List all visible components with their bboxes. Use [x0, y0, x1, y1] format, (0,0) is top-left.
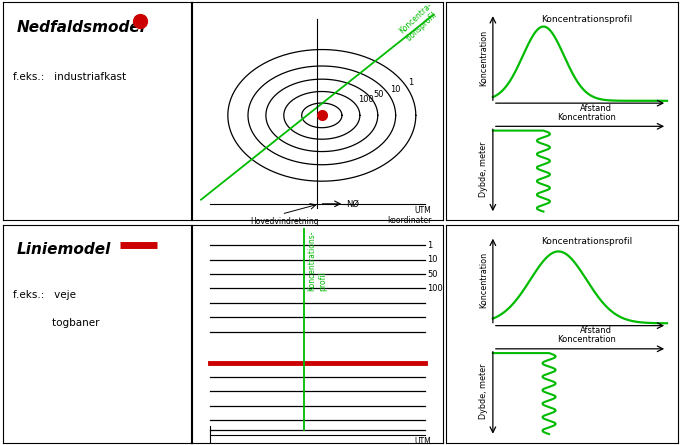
Text: Koncentration: Koncentration: [557, 335, 616, 344]
Text: 10: 10: [390, 85, 400, 94]
Text: Afstand: Afstand: [580, 104, 612, 113]
Text: UTM
koordinater: UTM koordinater: [387, 437, 432, 445]
Text: Koncentration: Koncentration: [479, 30, 488, 86]
Text: Koncentration: Koncentration: [557, 113, 616, 121]
Text: Hovedvindretning: Hovedvindretning: [250, 217, 319, 226]
Text: Koncentration: Koncentration: [479, 252, 488, 308]
Text: 100: 100: [427, 284, 443, 293]
Text: 50: 50: [374, 90, 384, 99]
Text: 50: 50: [427, 270, 437, 279]
Text: Koncentrationsprofil: Koncentrationsprofil: [541, 237, 632, 247]
Text: 10: 10: [427, 255, 437, 264]
Text: NØ: NØ: [347, 199, 360, 208]
Text: f.eks.:   industriafkast: f.eks.: industriafkast: [13, 72, 126, 82]
Text: f.eks.:   veje: f.eks.: veje: [13, 290, 76, 300]
Text: Koncentrationsprofil: Koncentrationsprofil: [541, 15, 632, 24]
Text: Nedfaldsmodel: Nedfaldsmodel: [16, 20, 146, 35]
Text: 100: 100: [358, 96, 373, 105]
Text: Koncentrations-
profil: Koncentrations- profil: [308, 231, 327, 291]
Text: Liniemodel: Liniemodel: [16, 242, 111, 257]
Text: Dybde, meter: Dybde, meter: [479, 141, 488, 197]
Text: Dybde, meter: Dybde, meter: [479, 364, 488, 419]
Text: Koncentra-
tionsprofil: Koncentra- tionsprofil: [398, 1, 441, 43]
Text: togbaner: togbaner: [13, 319, 99, 328]
Text: Afstand: Afstand: [580, 327, 612, 336]
Text: UTM
koordinater: UTM koordinater: [387, 206, 432, 225]
Text: 1: 1: [409, 78, 413, 87]
Text: 1: 1: [427, 241, 432, 250]
